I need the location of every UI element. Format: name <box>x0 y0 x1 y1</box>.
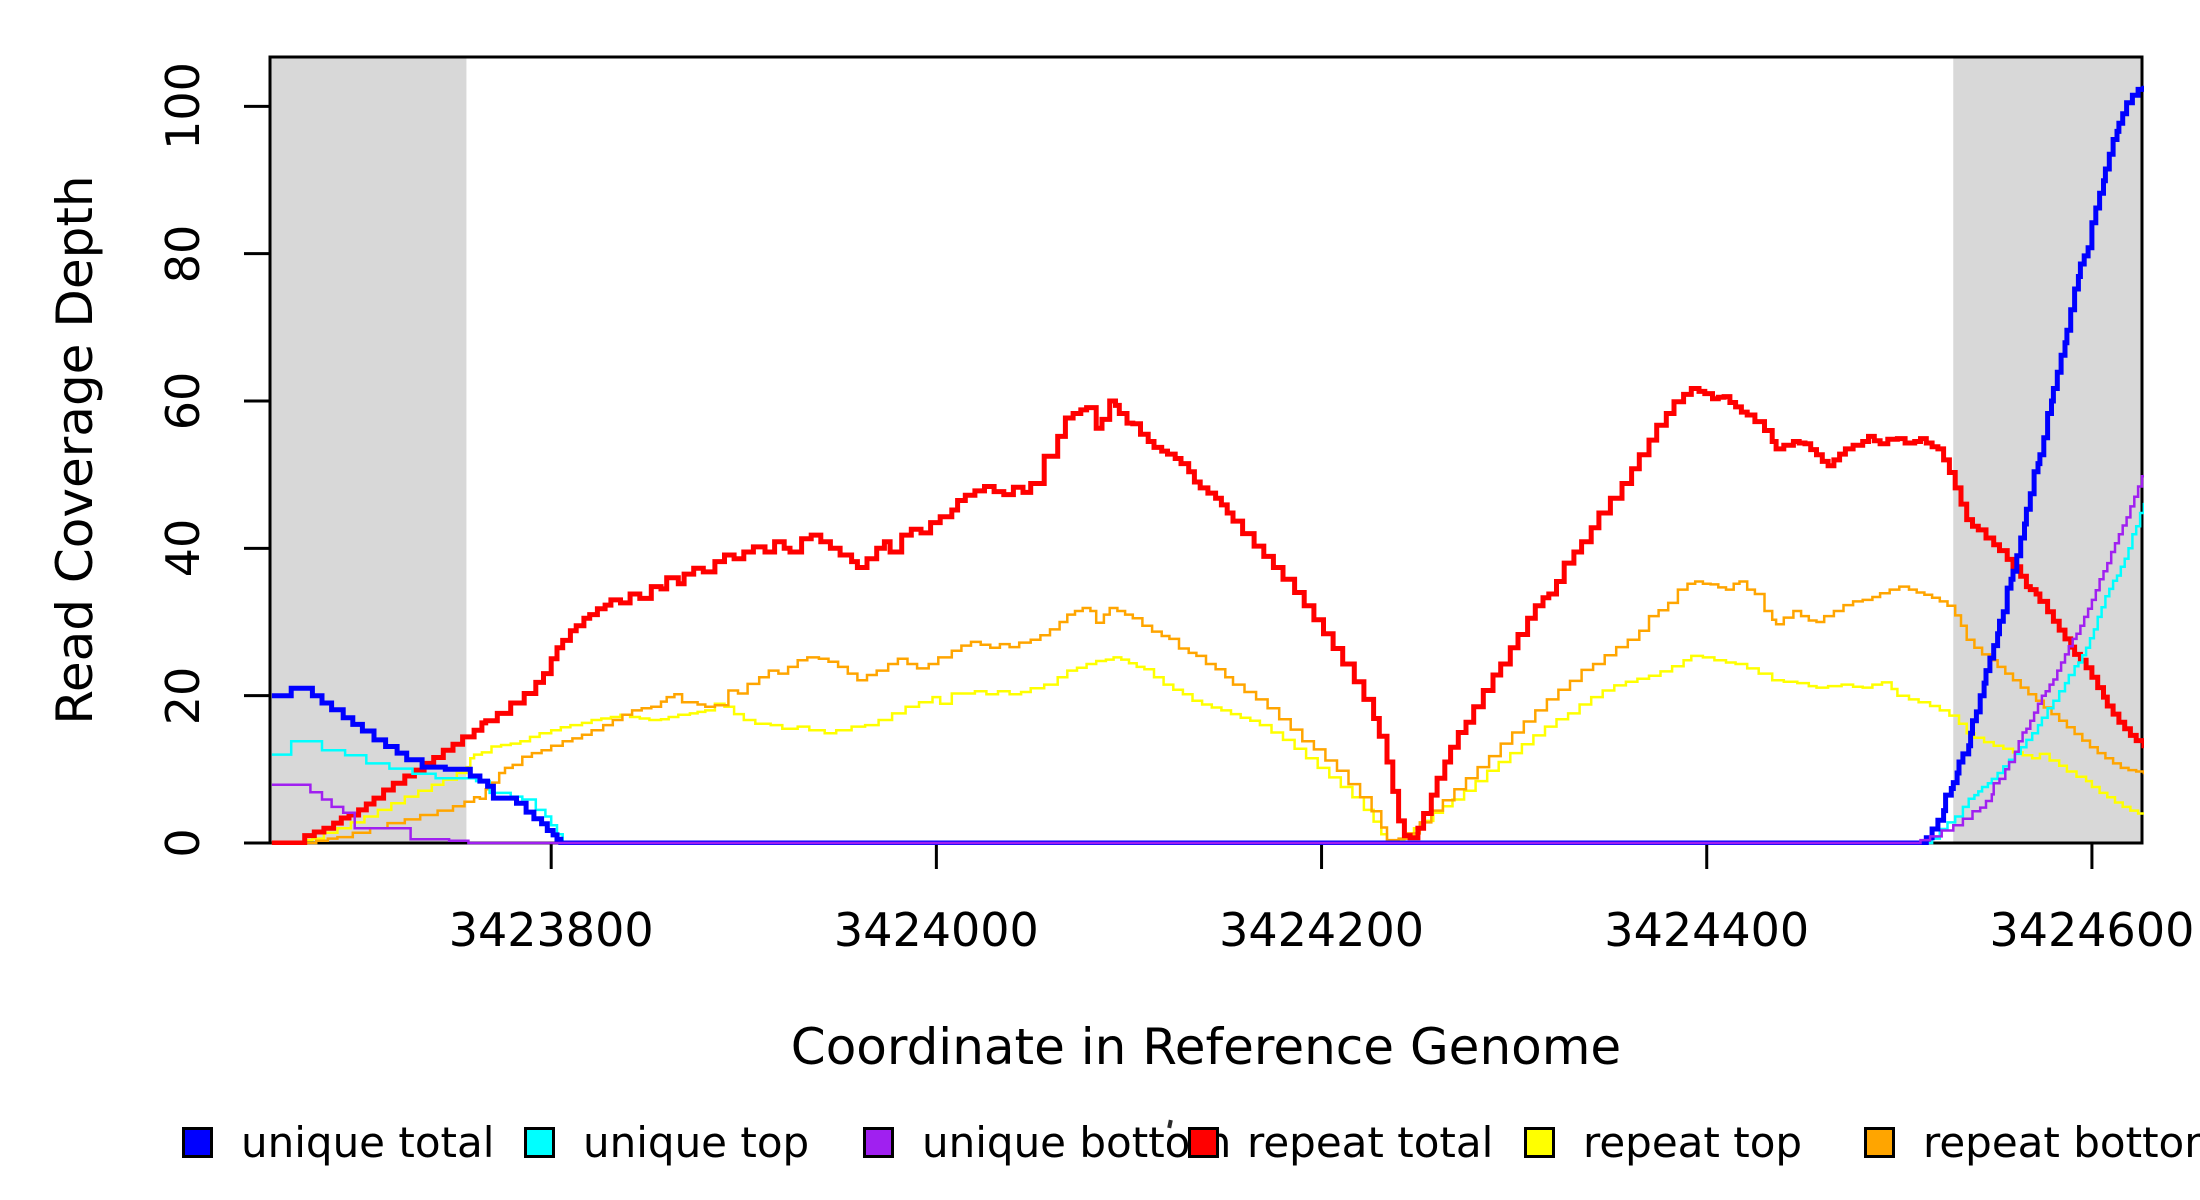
y-tick-label-4: 80 <box>156 224 210 283</box>
legend-swatch-repeat-top <box>1524 1127 1555 1158</box>
legend-item-repeat-bottom: repeat bottom <box>1864 1118 2200 1167</box>
series-repeat-total <box>271 386 2144 845</box>
legend-swatch-unique-bottom <box>863 1127 894 1158</box>
plot-box <box>268 55 2144 845</box>
y-tick-label-1: 20 <box>156 666 210 725</box>
series-repeat-bottom <box>271 580 2144 845</box>
y-tick-label-0: 0 <box>156 828 210 858</box>
x-tick-label-2: 3424200 <box>1219 903 1424 957</box>
series-unique-bottom <box>271 474 2144 845</box>
y-tick-label-5: 100 <box>156 62 210 151</box>
x-tick-label-4: 3424600 <box>1989 903 2195 957</box>
legend-label: repeat total <box>1247 1118 1494 1167</box>
legend-item-repeat-top: repeat top <box>1524 1118 1802 1167</box>
legend-label: repeat bottom <box>1923 1118 2200 1167</box>
legend-label: unique top <box>583 1118 810 1167</box>
legend-swatch-unique-top <box>524 1127 555 1158</box>
y-axis-title: Read Coverage Depth <box>46 175 104 725</box>
series-repeat-top <box>271 654 2144 845</box>
legend-swatch-repeat-bottom <box>1864 1127 1895 1158</box>
legend-swatch-unique-total <box>182 1127 213 1158</box>
x-tick-label-0: 3423800 <box>448 903 654 957</box>
series-unique-top <box>271 502 2144 845</box>
legend-item-unique-bottom: unique bottom <box>863 1118 1231 1167</box>
x-tick-label-1: 3424000 <box>833 903 1039 957</box>
legend-swatch-repeat-total <box>1188 1127 1219 1158</box>
legend-item-repeat-total: repeat total <box>1188 1118 1493 1167</box>
legend-label: unique bottom <box>922 1118 1232 1167</box>
legend-item-unique-total: unique total <box>182 1118 494 1167</box>
right-flank-shading <box>1953 57 2142 843</box>
y-tick-label-2: 40 <box>156 519 210 578</box>
x-axis-title: Coordinate in Reference Genome <box>790 1018 1622 1076</box>
legend: unique total unique top unique bottom repea… <box>0 1118 2200 1178</box>
x-tick-label-3: 3424400 <box>1604 903 1810 957</box>
y-tick-label-3: 60 <box>156 371 210 431</box>
series-unique-total <box>271 85 2144 845</box>
left-flank-shading <box>270 57 467 843</box>
legend-item-unique-top: unique top <box>524 1118 809 1167</box>
legend-label: unique total <box>241 1118 495 1167</box>
legend-label: repeat top <box>1583 1118 1803 1167</box>
